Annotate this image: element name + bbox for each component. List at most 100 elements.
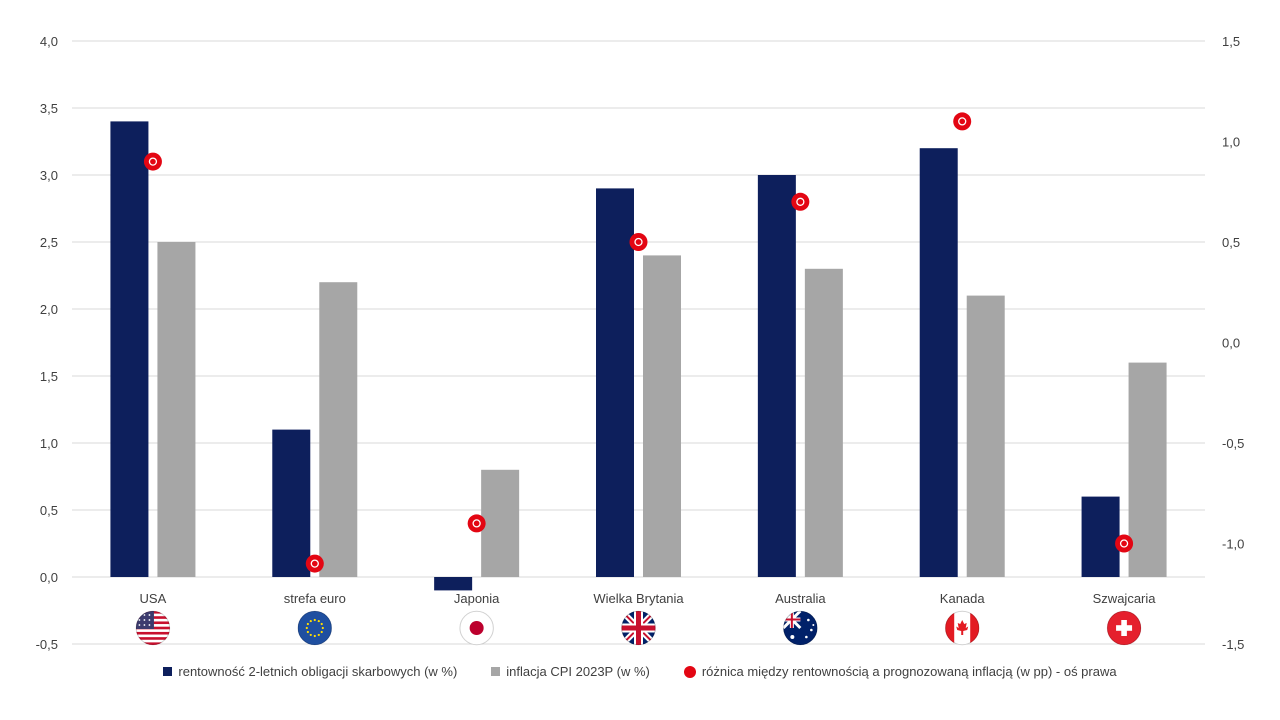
category-label: strefa euro [284,591,346,606]
marker-spread-ring [310,559,319,568]
y-left-tick-label: -0,5 [36,637,58,652]
bar-yield [757,175,796,577]
star [790,635,795,639]
star [138,614,141,616]
star [320,622,323,626]
marker-spread-dot [1115,534,1134,553]
bar-cpi [157,242,196,577]
marker-spread-dot [953,112,972,131]
stripe [135,637,170,641]
star [138,624,141,626]
y-left-tick-label: 1,0 [40,436,58,451]
bar-yield [596,188,634,577]
marker-spread-dot [143,152,162,171]
marker-spread-dot [305,554,324,573]
flag-body [621,611,656,645]
stripe [135,631,170,635]
category-label: Australia [775,591,826,606]
bar-cpi [966,295,1005,577]
star [148,614,151,616]
legend-swatch-spread [683,665,696,678]
bar-cpi [804,268,843,577]
star [148,624,151,626]
us-flag-icon [135,610,171,646]
y-right-tick-label: 0,0 [1222,336,1240,351]
marker-spread-dot [467,514,486,533]
y-right-tick-label: 0,5 [1222,235,1240,250]
cross-red [790,611,793,628]
bar-yield [272,429,311,577]
stripe [135,629,170,633]
bar-yield [1081,496,1120,577]
flag-rim [297,610,332,646]
flag-rim [459,610,494,646]
marker-spread-ring [148,157,158,166]
maple-leaf [956,620,969,635]
y-left-tick-label: 0,0 [40,570,58,585]
bar-cpi [319,282,358,577]
flag-rim [783,610,818,646]
star [143,619,146,621]
marker-spread-ring [1119,539,1129,548]
field [297,611,332,645]
marker-spread [305,554,324,573]
y-left-tick-label: 2,0 [40,302,58,317]
star [309,619,312,623]
legend: rentowność 2-letnich obligacji skarbowyc… [0,664,1280,679]
flag-rim [621,610,656,646]
y-left-tick-label: 1,5 [40,369,58,384]
marker-spread [467,514,486,533]
stripe [135,642,170,645]
bar-yield [434,577,473,591]
marker-spread-ring [796,197,805,206]
band-right [970,611,980,645]
y-right-tick-label: 1,5 [1222,34,1240,49]
ca-flag-icon [945,610,980,646]
marker-spread [629,233,648,251]
marker-spread [143,152,162,171]
y-left-tick-label: 4,0 [40,34,58,49]
y-right-tick-label: -0,5 [1222,436,1244,451]
jp-flag-icon [459,610,494,646]
star [306,622,309,626]
star [313,618,316,622]
flag-body [1107,611,1142,645]
flag-rim [945,610,980,646]
legend-label-yield: rentowność 2-letnich obligacji skarbowyc… [178,664,458,679]
legend-item-cpi: inflacja CPI 2023P (w %) [491,664,650,679]
star [143,614,146,616]
category-label: Wielka Brytania [593,591,684,606]
legend-label-cpi: inflacja CPI 2023P (w %) [506,664,650,679]
au-flag-icon [783,610,818,646]
legend-swatch-cpi [491,667,501,676]
flag-body [459,611,494,645]
star [810,628,813,632]
y-right-tick-label: -1,0 [1222,537,1244,552]
gb-flag-icon [621,610,656,646]
flag-body [783,611,818,645]
star [305,626,308,630]
marker-spread-ring [634,237,643,247]
legend-label-spread: różnica między rentownością a prognozowa… [701,664,1117,679]
y-left-tick-label: 2,5 [40,235,58,250]
star [138,619,141,621]
y-left-tick-label: 3,5 [40,101,58,116]
y-right-tick-label: 1,0 [1222,135,1240,150]
y-right-tick-label: -1,5 [1222,637,1244,652]
bar-yield [919,148,958,577]
star [313,634,316,638]
ch-flag-icon [1106,610,1142,646]
star [317,619,320,623]
bar-cpi [1128,362,1167,577]
category-label: Kanada [940,591,986,606]
marker-spread-dot [791,192,810,211]
legend-item-yield: rentowność 2-letnich obligacji skarbowyc… [163,664,457,679]
star [807,618,810,622]
stripe [135,634,170,638]
star [317,633,320,637]
category-label: Japonia [454,591,500,606]
bar-cpi [643,255,681,577]
bar-cpi [481,469,520,577]
stripe [135,639,170,643]
